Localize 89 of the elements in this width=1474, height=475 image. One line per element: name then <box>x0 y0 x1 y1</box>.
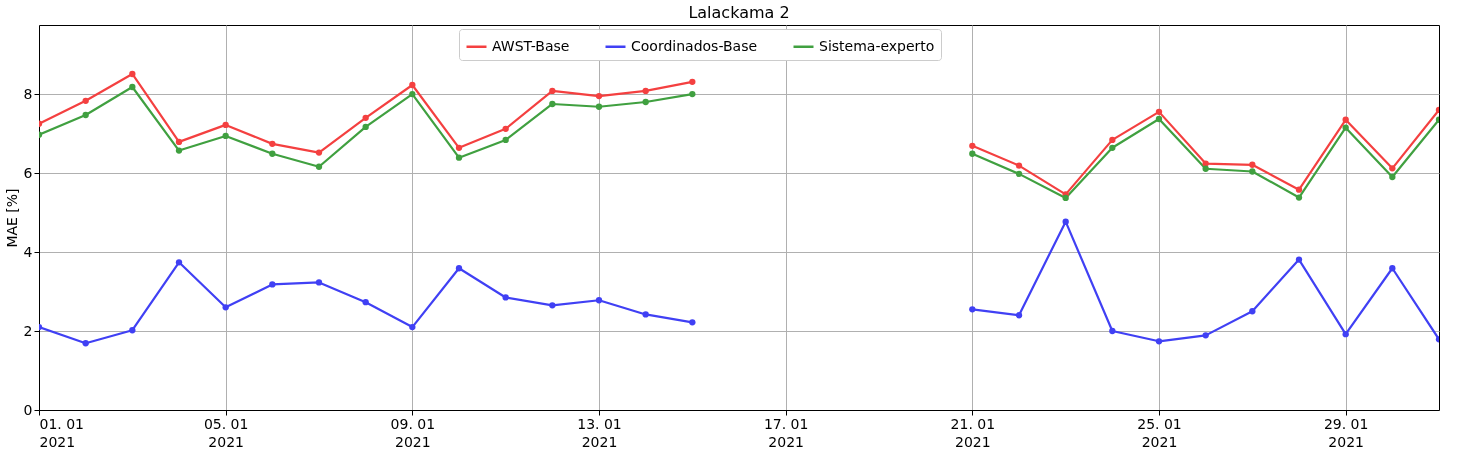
point <box>502 125 509 133</box>
point <box>969 142 976 149</box>
point <box>222 121 229 129</box>
point <box>175 147 183 154</box>
point <box>1295 186 1303 193</box>
point <box>175 259 183 266</box>
point <box>1109 327 1116 335</box>
y-tick-label: 4 <box>23 243 33 260</box>
point <box>362 114 369 121</box>
legend-label: AWST-Base <box>492 37 570 54</box>
x-tick-label: 01. 01 2021 <box>39 415 85 450</box>
x-tick-label: 13. 01 2021 <box>577 415 622 450</box>
x-tick-label: 17. 01 2021 <box>763 415 809 450</box>
point <box>1155 108 1163 116</box>
point <box>129 83 136 91</box>
point <box>1155 115 1163 123</box>
point <box>1062 194 1069 202</box>
point <box>269 281 276 288</box>
point <box>549 100 556 108</box>
point <box>362 123 369 131</box>
legend-label: Sistema-experto <box>819 37 935 54</box>
point <box>1342 331 1349 338</box>
point <box>502 136 509 144</box>
point <box>129 327 136 334</box>
chart-title: Lalackama 2 <box>688 3 790 22</box>
point <box>315 163 323 170</box>
point <box>409 323 416 331</box>
point <box>1202 332 1209 339</box>
point <box>595 92 603 100</box>
legend-label: Coordinados-Base <box>631 37 758 54</box>
point <box>969 150 976 157</box>
point <box>1295 256 1303 263</box>
point <box>1295 194 1303 201</box>
x-tick-label: 05. 01 2021 <box>203 415 249 450</box>
point <box>1249 168 1256 175</box>
point <box>1342 116 1349 123</box>
point <box>1109 144 1116 151</box>
point <box>1015 170 1023 178</box>
y-tick-label: 0 <box>23 401 33 418</box>
point <box>549 302 556 309</box>
point <box>315 279 323 286</box>
point <box>455 154 463 161</box>
point <box>502 294 509 301</box>
point <box>1109 136 1116 144</box>
point <box>595 297 603 304</box>
point <box>1249 161 1256 168</box>
point <box>1202 165 1209 172</box>
point <box>595 103 603 110</box>
point <box>455 144 463 151</box>
x-tick-label: 09. 01 2021 <box>390 415 436 450</box>
point <box>642 311 649 318</box>
point <box>82 340 89 347</box>
y-tick-label: 6 <box>23 164 33 181</box>
point <box>82 97 89 104</box>
point <box>222 132 229 140</box>
point <box>642 87 649 95</box>
point <box>1015 312 1023 319</box>
point <box>409 90 416 98</box>
point <box>315 149 323 156</box>
point <box>269 140 276 148</box>
point <box>1249 308 1256 315</box>
x-tick-label: 25. 01 2021 <box>1137 415 1182 450</box>
x-tick-label: 21. 01 2021 <box>950 415 996 450</box>
point <box>1202 160 1209 167</box>
point <box>129 70 136 78</box>
point <box>1342 124 1349 131</box>
y-tick-label: 2 <box>23 322 33 339</box>
y-tick-label: 8 <box>23 85 33 102</box>
point <box>642 98 649 106</box>
point <box>1015 162 1023 169</box>
point <box>1389 173 1396 181</box>
point <box>1155 338 1163 345</box>
point <box>1389 265 1396 272</box>
point <box>969 306 976 313</box>
point <box>1062 218 1069 225</box>
y-axis-title: MAE [%] <box>3 188 20 248</box>
point <box>689 319 696 326</box>
point <box>362 299 369 306</box>
point <box>409 81 416 89</box>
x-tick-label: 29. 01 2021 <box>1323 415 1369 450</box>
point <box>689 90 696 98</box>
point <box>82 111 89 119</box>
point <box>549 87 556 95</box>
point <box>269 150 276 157</box>
point <box>689 78 696 86</box>
point <box>1389 165 1396 172</box>
point <box>222 304 229 311</box>
point <box>455 265 463 272</box>
point <box>175 138 183 146</box>
